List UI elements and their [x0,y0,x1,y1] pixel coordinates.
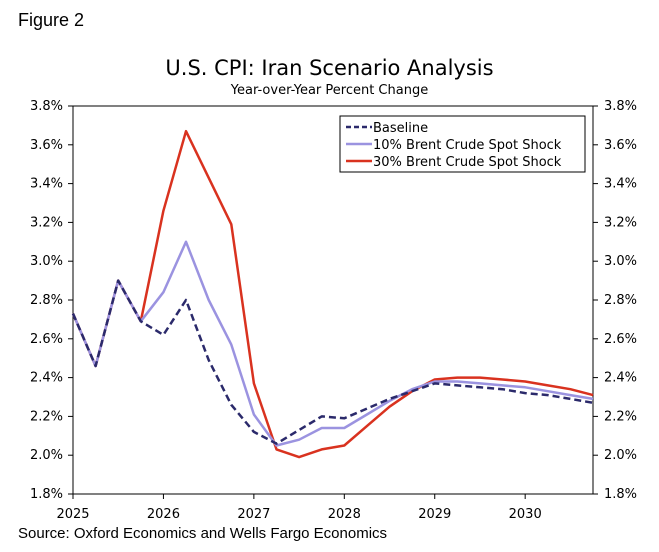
chart-subtitle: Year-over-Year Percent Change [230,83,429,98]
y-tick-label-left: 3.6% [30,138,63,153]
legend: Baseline 10% Brent Crude Spot Shock 30% Br… [339,115,586,173]
x-tick-label: 2029 [418,507,451,522]
series-lines [71,129,594,459]
y-tick-label-right: 2.0% [604,448,637,463]
series-line-2 [71,129,594,459]
y-tick-label-right: 1.8% [604,487,637,502]
legend-box [339,115,586,173]
x-tick-label: 2030 [509,507,542,522]
x-tick-label: 2028 [328,507,361,522]
y-tick-label-left: 3.8% [30,99,63,114]
source-note: Source: Oxford Economics and Wells Fargo… [18,525,388,542]
chart-title: U.S. CPI: Iran Scenario Analysis [165,56,494,80]
y-tick-label-right: 2.2% [604,409,637,424]
y-tick-label-left: 2.6% [30,332,63,347]
y-tick-label-right: 3.2% [604,215,637,230]
y-tick-label-right: 2.8% [604,293,637,308]
y-tick-label-right: 3.6% [604,138,637,153]
y-tick-label-right: 2.6% [604,332,637,347]
y-axis: 1.8% 1.8% 2.0% 2.0% 2.2% 2.2% 2.4% 2.4% 2.6% 2.6%… [30,99,637,502]
y-tick-label-left: 2.0% [30,448,63,463]
y-tick-label-right: 2.4% [604,371,637,386]
x-axis: 2025 2026 2027 2028 2029 2030 [56,494,542,522]
y-tick-label-right: 3.8% [604,99,637,114]
y-tick-label-right: 3.0% [604,254,637,269]
y-tick-label-left: 3.4% [30,177,63,192]
y-tick-label-left: 3.0% [30,254,63,269]
x-tick-label: 2025 [56,507,89,522]
x-tick-label: 2027 [237,507,270,522]
y-tick-label-left: 3.2% [30,215,63,230]
y-tick-label-left: 1.8% [30,487,63,502]
y-tick-label-left: 2.2% [30,409,63,424]
legend-label-2: 30% Brent Crude Spot Shock [373,155,562,170]
y-tick-label-left: 2.4% [30,371,63,386]
figure-label: Figure 2 [18,10,85,30]
legend-label-0: Baseline [373,121,428,136]
series-line-0 [71,279,594,445]
x-tick-label: 2026 [147,507,180,522]
series-line-1 [71,240,594,447]
legend-label-1: 10% Brent Crude Spot Shock [373,138,562,153]
y-tick-label-left: 2.8% [30,293,63,308]
y-tick-label-right: 3.4% [604,177,637,192]
